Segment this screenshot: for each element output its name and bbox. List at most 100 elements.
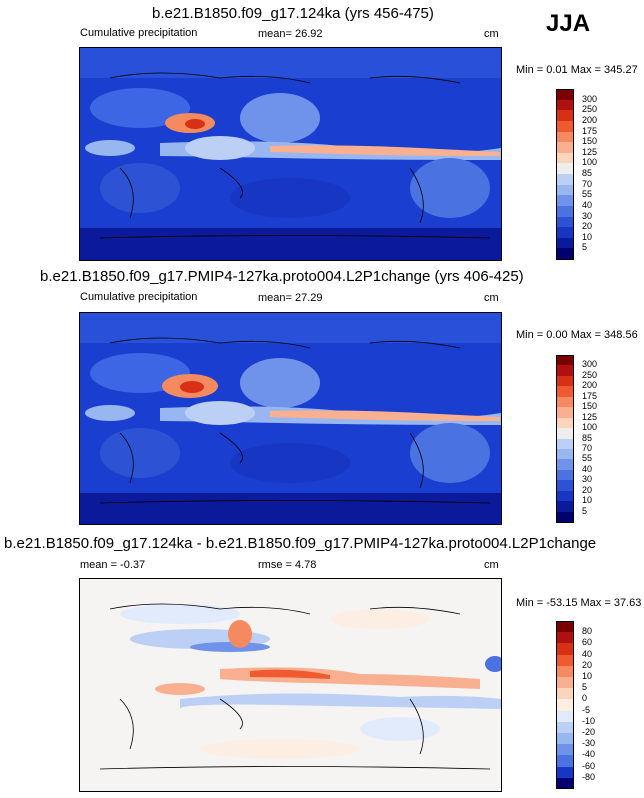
panel3-colorbar: 80 60 40 20 10 5 0 -5 -10 -20 -30 -40 -60 -80 (556, 621, 616, 790)
colorbar-tick-label: 20 (582, 659, 593, 670)
colorbar-tick-label: 55 (582, 189, 593, 200)
colorbar-tick-label: 125 (582, 146, 598, 157)
colorbar-cell (556, 438, 574, 450)
colorbar-cell (556, 766, 574, 779)
colorbar-cell (556, 480, 574, 492)
colorbar-tick-label: 40 (582, 463, 593, 474)
colorbar-tick-label: 5 (582, 682, 588, 693)
colorbar-tick-label: 175 (582, 390, 598, 401)
panel2-mean: mean= 27.29 (258, 292, 323, 304)
colorbar-tick-label: 20 (582, 221, 593, 232)
colorbar-cell (556, 131, 574, 143)
colorbar-cell (556, 654, 574, 667)
colorbar-tick-label: 125 (582, 411, 598, 422)
colorbar-cell (556, 632, 574, 644)
colorbar-cell (556, 665, 574, 678)
colorbar-cell (556, 501, 574, 513)
colorbar-cell (556, 142, 574, 154)
panel1-mean: mean= 26.92 (258, 28, 323, 40)
colorbar-tick-label: 200 (582, 114, 598, 125)
colorbar-tick-label: 300 (582, 359, 598, 370)
colorbar-cell (556, 677, 574, 689)
colorbar-tick-label: 30 (582, 474, 593, 485)
panel1-left-label: Cumulative precipitation (80, 27, 198, 39)
colorbar-tick-label: 0 (582, 693, 588, 704)
panel3-rmse: rmse = 4.78 (258, 559, 317, 571)
panel1-minmax: Min = 0.01 Max = 345.27 (516, 64, 638, 76)
colorbar-cell (556, 184, 574, 196)
colorbar-cell (556, 227, 574, 239)
panel3-map (79, 578, 502, 792)
panel1-title: b.e21.B1850.f09_g17.124ka (yrs 456-475) (152, 5, 434, 22)
colorbar-cell (556, 448, 574, 460)
colorbar-tick-label: 40 (582, 199, 593, 210)
colorbar-cell (556, 355, 574, 366)
colorbar-cell (556, 777, 574, 790)
panel2-map-svg (80, 313, 501, 524)
colorbar-cell (556, 237, 574, 249)
colorbar-cell (556, 459, 574, 471)
colorbar-tick-label: -30 (582, 738, 596, 749)
colorbar-cell (556, 89, 574, 101)
colorbar-tick-label: 175 (582, 125, 598, 136)
colorbar-cell (556, 174, 574, 186)
colorbar-cell (556, 469, 574, 481)
colorbar-tick-label: 60 (582, 637, 593, 648)
colorbar-cell (556, 407, 574, 419)
colorbar-cell (556, 511, 574, 523)
colorbar-tick-label: 250 (582, 369, 598, 380)
colorbar-tick-label: 10 (582, 495, 593, 506)
colorbar-cell (556, 688, 574, 700)
colorbar-tick-label: 55 (582, 453, 593, 464)
colorbar-cell (556, 248, 574, 260)
panel3-mean: mean = -0.37 (80, 559, 146, 571)
colorbar-cell (556, 110, 574, 122)
colorbar-tick-label: 80 (582, 626, 593, 637)
panel3-map-svg (80, 579, 501, 791)
colorbar-cell (556, 721, 574, 734)
colorbar-cell (556, 744, 574, 756)
colorbar-tick-label: 30 (582, 210, 593, 221)
panel1-colorbar: 300 250 200 175 150 125 100 85 70 55 40 30 20 10 5 (556, 89, 616, 260)
colorbar-tick-label: 20 (582, 484, 593, 495)
panel2-map (79, 312, 502, 525)
panel2-colorbar: 300 250 200 175 150 125 100 85 70 55 40 30 20 10 5 (556, 355, 616, 523)
panel2-title: b.e21.B1850.f09_g17.PMIP4-127ka.proto004… (40, 268, 524, 285)
colorbar-cell (556, 99, 574, 111)
colorbar-tick-label: 85 (582, 168, 593, 178)
colorbar-cell (556, 490, 574, 502)
colorbar-cell (556, 710, 574, 723)
colorbar-tick-label: 5 (582, 505, 588, 516)
colorbar-cell (556, 365, 574, 377)
colorbar-tick-label: 40 (582, 648, 593, 659)
colorbar-tick-label: 70 (582, 178, 593, 189)
colorbar-cell (556, 699, 574, 712)
colorbar-cell (556, 152, 574, 164)
colorbar-cell (556, 755, 574, 768)
colorbar-tick-label: 300 (582, 93, 598, 104)
panel1-unit: cm (484, 28, 499, 40)
colorbar-tick-label: 150 (582, 401, 598, 412)
colorbar-cell (556, 643, 574, 656)
panel2-unit: cm (484, 292, 499, 304)
colorbar-tick-label: -5 (582, 704, 591, 715)
colorbar-cell (556, 428, 574, 439)
colorbar-tick-label: -80 (582, 771, 596, 782)
colorbar-tick-label: -60 (582, 760, 596, 771)
panel3-title: b.e21.B1850.f09_g17.124ka - b.e21.B1850.… (4, 535, 597, 552)
season-label: JJA (546, 10, 591, 37)
colorbar-tick-label: 10 (582, 671, 593, 681)
panel1-map-svg (80, 48, 501, 260)
colorbar-tick-label: 85 (582, 432, 593, 443)
colorbar-tick-label: 10 (582, 231, 593, 242)
panel1-map (79, 47, 502, 261)
colorbar-cell (556, 120, 574, 132)
colorbar-cell (556, 375, 574, 387)
panel3-minmax: Min = -53.15 Max = 37.63 (516, 597, 642, 609)
colorbar-tick-label: 250 (582, 104, 598, 115)
colorbar-cell (556, 417, 574, 429)
colorbar-tick-label: 70 (582, 442, 593, 453)
colorbar-cell (556, 195, 574, 207)
colorbar-tick-label: -40 (582, 749, 596, 760)
colorbar-tick-label: -20 (582, 727, 596, 737)
